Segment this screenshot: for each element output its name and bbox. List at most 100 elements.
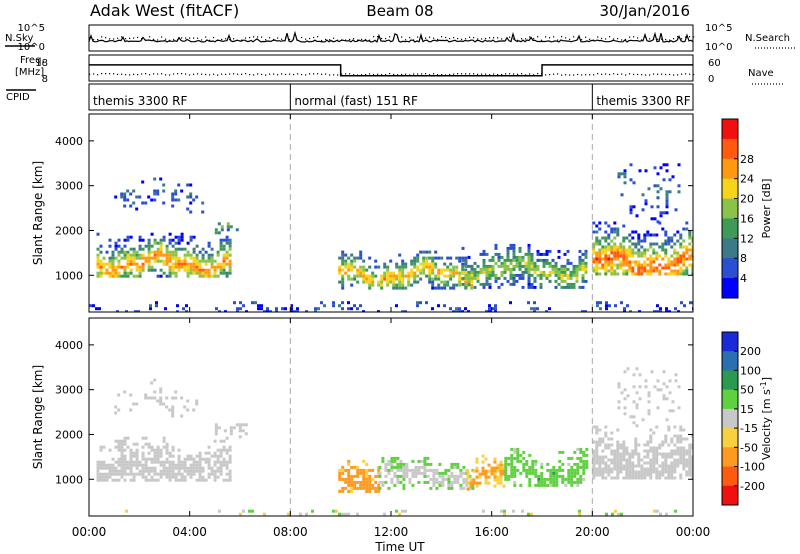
velocity-cell (528, 483, 532, 487)
power-cell (631, 236, 635, 240)
power-cell (96, 271, 100, 275)
power-cell (661, 245, 665, 249)
power-cell (629, 310, 632, 312)
power-cell (610, 227, 614, 231)
velocity-cell (670, 476, 674, 480)
power-cell (431, 277, 435, 281)
power-cell (428, 262, 432, 266)
power-cell (198, 274, 202, 278)
velocity-cell (573, 474, 577, 478)
power-cell (117, 244, 121, 248)
power-cell (257, 307, 260, 311)
velocity-cell (414, 465, 418, 469)
velocity-cell (153, 390, 157, 394)
velocity-cell (102, 445, 106, 449)
nave-dot (661, 73, 663, 75)
x-tick-label: 12:00 (374, 525, 409, 539)
power-cell (386, 283, 390, 287)
velocity-cell (129, 448, 133, 452)
power-cell (114, 195, 118, 199)
velocity-cell (549, 483, 553, 487)
power-cell (116, 310, 119, 312)
velocity-cell (171, 469, 175, 473)
velocity-cell (141, 463, 145, 467)
power-cell (410, 271, 414, 275)
power-cell (416, 280, 420, 284)
velocity-cell (510, 474, 514, 478)
velocity-cell (368, 480, 372, 484)
power-cell (386, 274, 390, 278)
velocity-cell (135, 460, 139, 464)
power-cell (539, 285, 543, 289)
velocity-cell (679, 461, 683, 465)
velocity-cell (664, 437, 668, 441)
velocity-cell (619, 467, 623, 471)
power-cell (353, 265, 357, 269)
velocity-cell (150, 466, 154, 470)
nsearch-dot (521, 38, 523, 40)
power-cell (485, 276, 489, 280)
velocity-cell (561, 450, 565, 454)
power-cell (470, 283, 474, 287)
velocity-cell (426, 480, 430, 484)
velocity-cell (519, 483, 523, 487)
nsearch-dot (133, 37, 135, 39)
velocity-cell (601, 467, 605, 471)
power-cell (688, 236, 692, 240)
power-cell (676, 260, 680, 264)
velocity-colorbar-tick-label: -200 (740, 480, 765, 493)
power-cell (623, 181, 627, 185)
nave-dot (129, 74, 131, 76)
power-cell (126, 259, 130, 263)
velocity-cell (432, 480, 436, 484)
velocity-cell (652, 449, 656, 453)
power-cell (643, 266, 647, 270)
velocity-cell (228, 478, 232, 482)
velocity-cell (646, 455, 650, 459)
velocity-cell (475, 466, 479, 470)
power-cell (458, 310, 461, 312)
velocity-cell (216, 475, 220, 479)
power-cell (165, 274, 169, 278)
velocity-cell (198, 478, 202, 482)
velocity-cell (144, 478, 148, 482)
velocity-cell (592, 455, 596, 459)
power-cell (515, 279, 519, 283)
power-cell (482, 282, 486, 286)
velocity-cell (344, 477, 348, 481)
power-cell (521, 285, 525, 289)
velocity-cell (174, 396, 178, 400)
velocity-cell (189, 466, 193, 470)
velocity-cell (592, 452, 596, 456)
nave-dot (293, 73, 295, 76)
nave-dot (677, 74, 679, 76)
velocity-cell (347, 489, 351, 493)
power-cell (655, 266, 659, 270)
velocity-cell (555, 483, 559, 487)
power-cell (344, 271, 348, 275)
power-cell (643, 239, 647, 243)
power-cell (195, 262, 199, 266)
power-cell (676, 272, 680, 276)
velocity-cell (516, 447, 520, 451)
power-cell (643, 263, 647, 267)
power-cell (652, 251, 656, 255)
power-cell (177, 247, 181, 251)
power-cell (650, 217, 654, 221)
power-cell (592, 230, 596, 234)
velocity-cell (688, 458, 692, 462)
velocity-cell (368, 486, 372, 490)
velocity-cell (646, 470, 650, 474)
power-cell (171, 250, 175, 254)
power-cell (111, 265, 115, 269)
power-cell (395, 274, 399, 278)
power-cell (595, 251, 599, 255)
power-cell (488, 270, 492, 274)
nave-dot (517, 73, 519, 75)
velocity-cell (576, 480, 580, 484)
velocity-cell (631, 476, 635, 480)
power-cell (631, 254, 635, 258)
velocity-cell (214, 426, 218, 430)
power-cell (515, 273, 519, 277)
nave-dot (581, 74, 583, 76)
